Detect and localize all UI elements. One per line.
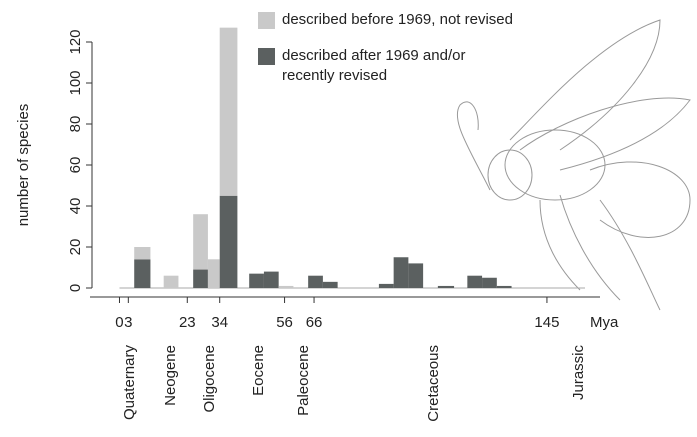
bar-segment xyxy=(193,270,208,288)
x-tick-label: 23 xyxy=(179,314,196,331)
bar-segment xyxy=(438,286,454,288)
x-tick-label: 145 xyxy=(534,314,559,331)
legend-label: described after 1969 and/or recently rev… xyxy=(282,46,482,86)
bar-segment xyxy=(482,278,497,288)
bar-segment xyxy=(408,263,423,288)
legend-swatch xyxy=(258,48,275,65)
y-tick-label: 100 xyxy=(67,70,84,95)
bar-segment xyxy=(193,214,208,269)
x-tick-label: 56 xyxy=(276,314,293,331)
y-tick-label: 60 xyxy=(67,157,84,174)
bar-segment xyxy=(264,272,279,288)
y-axis-label: number of species xyxy=(15,104,32,227)
period-label: Oligocene xyxy=(201,345,218,413)
bar-segment xyxy=(134,259,150,288)
x-tick-label: 0 xyxy=(115,314,123,331)
bar-segment xyxy=(220,196,238,288)
period-label: Neogene xyxy=(162,345,179,406)
bar-segment xyxy=(394,257,409,288)
bar-segment xyxy=(220,28,238,196)
period-label: Jurassic xyxy=(570,345,587,401)
page: number of species Mya 020406080100120032… xyxy=(0,0,697,437)
x-tick-label: 66 xyxy=(306,314,323,331)
bar-segment xyxy=(279,286,294,288)
bar-segment xyxy=(164,276,179,288)
legend-swatch xyxy=(258,12,275,29)
x-axis-unit: Mya xyxy=(590,314,619,331)
period-label: Cretaceous xyxy=(425,345,442,422)
y-tick-label: 0 xyxy=(67,284,84,292)
legend-label: described before 1969, not revised xyxy=(282,10,582,30)
x-tick-label: 34 xyxy=(211,314,228,331)
x-tick-label: 3 xyxy=(124,314,132,331)
bar-segment xyxy=(497,286,512,288)
bar-segment xyxy=(208,259,220,288)
bar-segment xyxy=(308,276,323,288)
fly-illustration xyxy=(457,20,690,310)
period-label: Eocene xyxy=(250,345,267,396)
y-tick-label: 20 xyxy=(67,239,84,256)
bar-segment xyxy=(249,274,264,288)
bar-segment xyxy=(379,284,394,288)
bar-segment xyxy=(134,247,150,259)
y-tick-label: 80 xyxy=(67,116,84,133)
y-tick-label: 120 xyxy=(67,29,84,54)
period-label: Paleocene xyxy=(295,345,312,416)
y-tick-label: 40 xyxy=(67,198,84,215)
bar-segment xyxy=(323,282,338,288)
bar-segment xyxy=(467,276,482,288)
period-label: Quaternary xyxy=(121,345,138,421)
